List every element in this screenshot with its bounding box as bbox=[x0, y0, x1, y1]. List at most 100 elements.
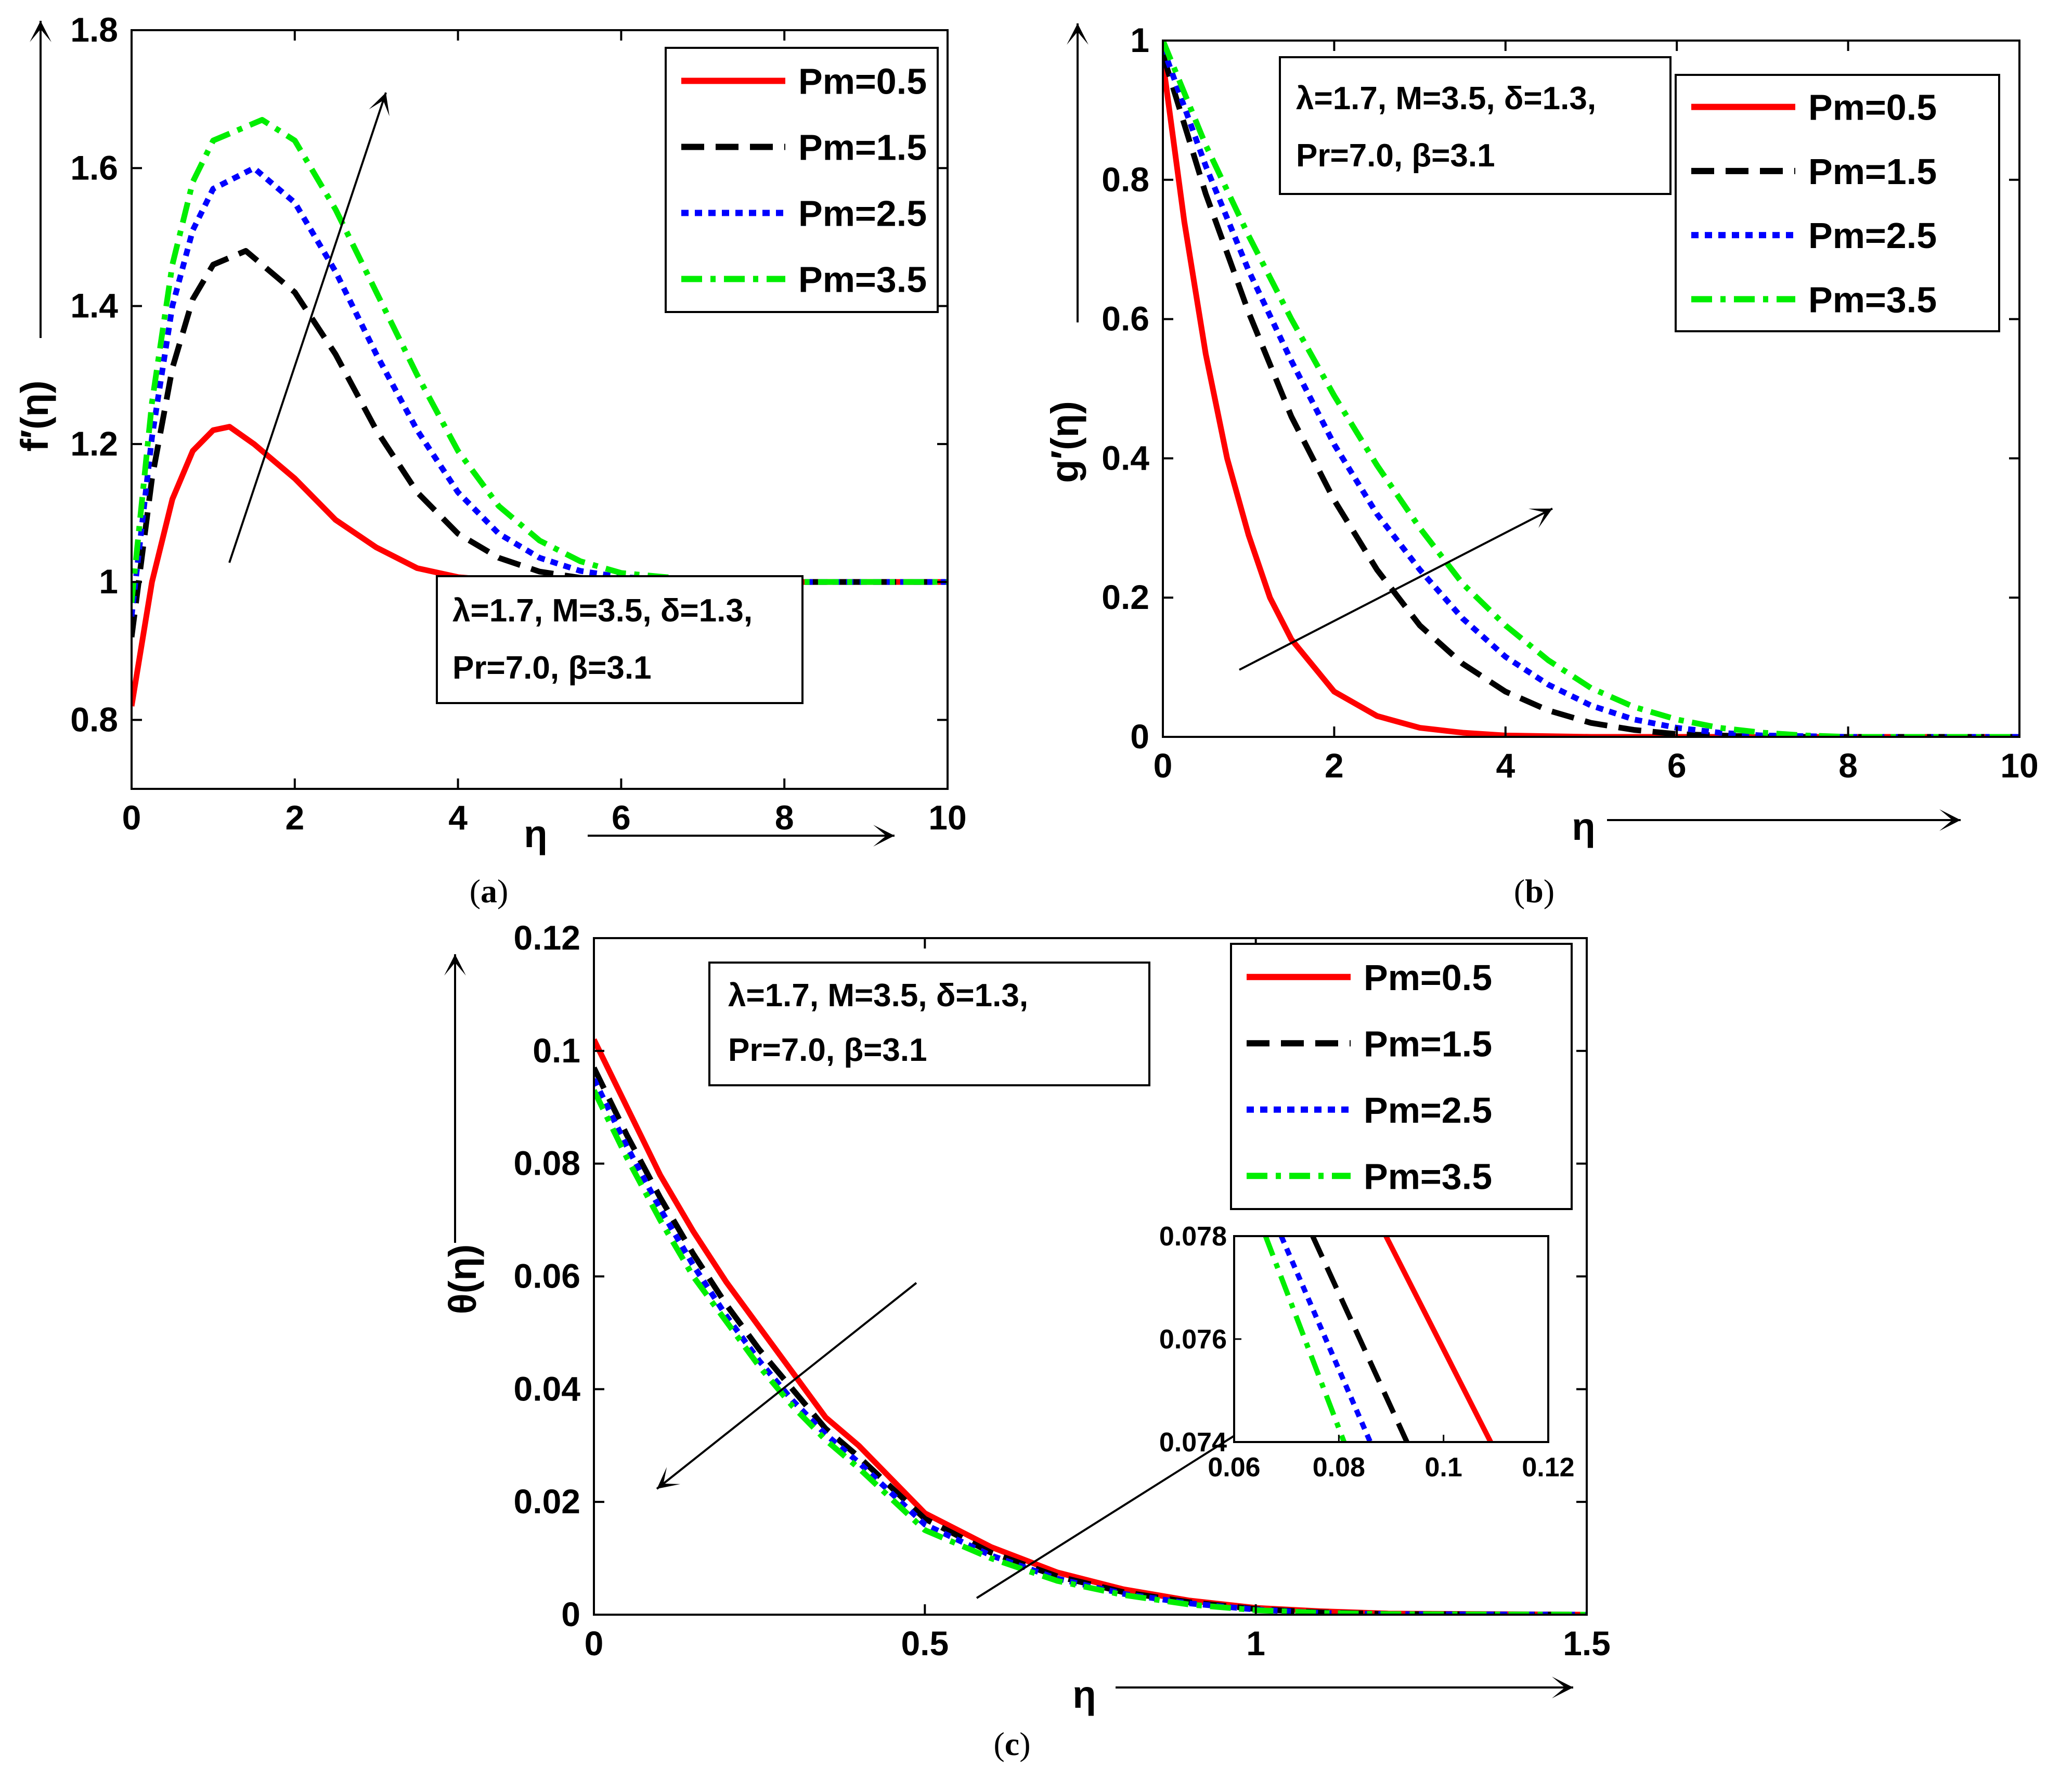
legend-box bbox=[1675, 74, 2000, 332]
x-tick-label: 10 bbox=[928, 798, 966, 837]
inset-x-tick-label: 0.1 bbox=[1425, 1452, 1462, 1483]
panel-caption: (b) bbox=[1514, 873, 1554, 910]
legend-label: Pm=2.5 bbox=[1364, 1090, 1492, 1131]
y-tick-label: 0.2 bbox=[1102, 578, 1149, 616]
x-tick-label: 2 bbox=[1325, 746, 1344, 785]
trend-arrow-head bbox=[369, 93, 390, 116]
inset-y-tick-label: 0.076 bbox=[1159, 1324, 1227, 1355]
trend-arrow-head bbox=[1528, 509, 1552, 528]
inset-series-line bbox=[1279, 1236, 1373, 1442]
y-tick-label: 0.8 bbox=[1102, 160, 1149, 199]
legend: Pm=0.5 Pm=1.5 Pm=2.5 Pm=3.5 bbox=[1230, 943, 1573, 1210]
legend-label: Pm=3.5 bbox=[798, 259, 927, 300]
x-tick-label: 6 bbox=[612, 798, 631, 837]
y-tick-label: 0.06 bbox=[514, 1257, 580, 1295]
inset-series-line bbox=[1383, 1236, 1493, 1442]
x-axis-label: η bbox=[1072, 1673, 1096, 1716]
y-axis-label: g′(η) bbox=[1043, 401, 1086, 483]
x-direction-arrow-head bbox=[1939, 809, 1961, 831]
legend-label: Pm=0.5 bbox=[1364, 957, 1492, 998]
y-tick-label: 0 bbox=[1130, 717, 1149, 756]
legend-label: Pm=2.5 bbox=[798, 193, 927, 234]
ticks: 0 2 4 6 8 10 0.8 1 1.2 1.4 1.6 1.8 bbox=[70, 10, 966, 837]
x-tick-label: 4 bbox=[448, 798, 468, 837]
y-tick-label: 1.6 bbox=[70, 148, 118, 187]
x-tick-label: 2 bbox=[285, 798, 304, 837]
parameter-annotation: λ=1.7, M=3.5, δ=1.3, Pr=7.0, β=3.1 bbox=[708, 962, 1150, 1086]
inset-x-tick-label: 0.06 bbox=[1208, 1452, 1260, 1483]
y-tick-label: 0.8 bbox=[70, 700, 118, 738]
y-tick-label: 0.12 bbox=[514, 918, 580, 957]
inset-series bbox=[1263, 1236, 1493, 1442]
parameter-box bbox=[436, 575, 804, 704]
x-tick-label: 0.5 bbox=[901, 1624, 949, 1663]
series-group bbox=[1163, 41, 2019, 737]
trend-arrow bbox=[656, 1282, 917, 1490]
chart-panel-a: 0 2 4 6 8 10 0.8 1 1.2 1.4 1.6 1.8 η f′(η) Pm=0.5 Pm=1.… bbox=[13, 10, 967, 910]
chart-panel-c: 0 0.5 1 1.5 0 0.02 0.04 0.06 0.08 0.1 0.12 η θ(η) Pm=… bbox=[441, 918, 1611, 1762]
parameter-box bbox=[1279, 56, 1672, 195]
x-axis-label: η bbox=[1572, 805, 1595, 848]
y-axis-label: f′(η) bbox=[13, 381, 56, 452]
trend-arrow bbox=[1239, 508, 1553, 671]
parameter-annotation: λ=1.7, M=3.5, δ=1.3, Pr=7.0, β=3.1 bbox=[436, 575, 804, 704]
parameter-box bbox=[708, 962, 1150, 1086]
x-tick-label: 1 bbox=[1246, 1624, 1265, 1663]
y-direction-arrow-head bbox=[444, 954, 466, 976]
x-tick-label: 8 bbox=[1838, 746, 1858, 785]
x-axis-label: η bbox=[524, 812, 547, 855]
x-tick-label: 10 bbox=[2000, 746, 2038, 785]
series-line-Pm-1_5 bbox=[594, 1066, 1587, 1615]
y-tick-label: 1.4 bbox=[70, 287, 118, 325]
trend-arrow bbox=[228, 92, 387, 563]
ticks: 0 2 4 6 8 10 0 0.2 0.4 0.6 0.8 1 bbox=[1102, 21, 2038, 785]
inset-x-tick-label: 0.08 bbox=[1313, 1452, 1365, 1483]
legend-label: Pm=3.5 bbox=[1364, 1156, 1492, 1197]
x-tick-label: 6 bbox=[1667, 746, 1687, 785]
chart-panel-b: 0 2 4 6 8 1000.20.40.60.81ηg′(η)Pm=0.5Pm=1.5P… bbox=[1043, 21, 2039, 910]
panel-caption: (a) bbox=[470, 873, 509, 910]
x-tick-label: 0 bbox=[122, 798, 141, 837]
inset-series-line bbox=[1263, 1236, 1347, 1442]
series-line-Pm-2_5 bbox=[1163, 46, 2019, 737]
legend-label: Pm=1.5 bbox=[1364, 1023, 1492, 1064]
x-tick-label: 0 bbox=[585, 1624, 604, 1663]
y-tick-label: 0.1 bbox=[533, 1031, 580, 1070]
x-tick-label: 1.5 bbox=[1563, 1624, 1611, 1663]
parameter-text: λ=1.7, M=3.5, δ=1.3, bbox=[452, 593, 753, 629]
caption-text: (a) bbox=[470, 873, 509, 910]
legend-box bbox=[665, 47, 939, 313]
legend-label: Pm=0.5 bbox=[1808, 87, 1937, 128]
x-tick-label: 0 bbox=[1154, 746, 1173, 785]
caption-text: (c) bbox=[993, 1725, 1030, 1762]
parameter-annotation: λ=1.7, M=3.5, δ=1.3, Pr=7.0, β=3.1 bbox=[1279, 56, 1672, 195]
parameter-text: Pr=7.0, β=3.1 bbox=[728, 1032, 927, 1068]
y-direction-arrow-head bbox=[1067, 23, 1089, 45]
inset-series-line bbox=[1310, 1236, 1409, 1442]
legend: Pm=0.5 Pm=1.5 Pm=2.5 Pm=3.5 bbox=[665, 47, 939, 313]
inset-y-tick-label: 0.074 bbox=[1159, 1427, 1227, 1458]
y-tick-label: 1.2 bbox=[70, 424, 118, 463]
legend-label: Pm=1.5 bbox=[1808, 151, 1937, 192]
series-line-Pm-0_5 bbox=[1163, 61, 2019, 737]
ticks: 0 0.5 1 1.5 0 0.02 0.04 0.06 0.08 0.1 0.12 bbox=[514, 918, 1611, 1663]
legend-box bbox=[1230, 943, 1573, 1210]
y-tick-label: 0.04 bbox=[514, 1369, 581, 1408]
series-line-Pm-3_5 bbox=[132, 116, 948, 603]
series-line-Pm-3_5 bbox=[594, 1089, 1587, 1615]
y-tick-label: 0.4 bbox=[1102, 438, 1149, 477]
y-tick-label: 0.08 bbox=[514, 1144, 580, 1183]
y-direction-arrow-head bbox=[30, 21, 51, 42]
series-line-Pm-1_5 bbox=[1163, 54, 2019, 737]
panel-caption: (c) bbox=[993, 1725, 1030, 1762]
y-tick-label: 0.02 bbox=[514, 1482, 580, 1521]
inset-x-tick-label: 0.12 bbox=[1522, 1452, 1574, 1483]
x-tick-label: 4 bbox=[1496, 746, 1515, 785]
parameter-text: Pr=7.0, β=3.1 bbox=[1296, 138, 1495, 174]
x-direction-arrow-head bbox=[1552, 1677, 1573, 1698]
trend-arrow-head bbox=[657, 1467, 681, 1489]
legend: Pm=0.5 Pm=1.5 Pm=2.5 Pm=3.5 bbox=[1675, 74, 2000, 332]
series-group bbox=[594, 1038, 1587, 1615]
x-tick-label: 8 bbox=[775, 798, 794, 837]
